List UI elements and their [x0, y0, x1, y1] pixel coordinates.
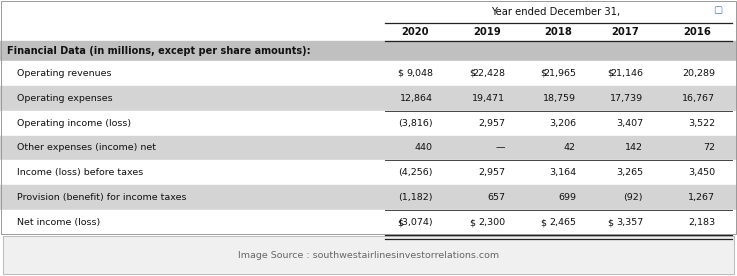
Text: Operating income (loss): Operating income (loss)	[17, 119, 131, 128]
Text: Financial Data (in millions, except per share amounts):: Financial Data (in millions, except per …	[7, 46, 310, 56]
Text: 3,164: 3,164	[549, 168, 576, 177]
Text: $: $	[397, 69, 403, 78]
Text: Operating revenues: Operating revenues	[17, 69, 111, 78]
Text: 72: 72	[703, 144, 715, 153]
Bar	[0, 111, 737, 136]
Text: 3,450: 3,450	[688, 168, 715, 177]
Text: (92): (92)	[624, 193, 643, 202]
Text: —: —	[495, 144, 505, 153]
Text: $: $	[607, 69, 613, 78]
Text: 142: 142	[625, 144, 643, 153]
Text: 20,289: 20,289	[682, 69, 715, 78]
Text: (4,256): (4,256)	[399, 168, 433, 177]
Text: Other expenses (income) net: Other expenses (income) net	[17, 144, 156, 153]
Text: 3,265: 3,265	[616, 168, 643, 177]
Text: Image Source : southwestairlinesinvestorrelations.com: Image Source : southwestairlinesinvestor…	[238, 251, 499, 259]
Text: 16,767: 16,767	[682, 94, 715, 103]
Text: 42: 42	[564, 144, 576, 153]
Text: 21,146: 21,146	[610, 69, 643, 78]
Text: Operating expenses: Operating expenses	[17, 94, 113, 103]
Bar	[0, 61, 737, 86]
Text: 2020: 2020	[401, 27, 429, 37]
Text: $: $	[540, 69, 546, 78]
Text: 2017: 2017	[611, 27, 639, 37]
Text: Net income (loss): Net income (loss)	[17, 218, 100, 227]
Text: 2,300: 2,300	[478, 218, 505, 227]
Bar	[0, 1, 737, 23]
Text: 17,739: 17,739	[610, 94, 643, 103]
Text: $: $	[607, 218, 613, 227]
Text: Income (loss) before taxes: Income (loss) before taxes	[17, 168, 143, 177]
Text: 21,965: 21,965	[543, 69, 576, 78]
Text: 22,428: 22,428	[472, 69, 505, 78]
Text: (3,816): (3,816)	[399, 119, 433, 128]
Text: 1,267: 1,267	[688, 193, 715, 202]
Bar	[0, 185, 737, 210]
Text: 2,957: 2,957	[478, 119, 505, 128]
Text: $: $	[397, 218, 403, 227]
Text: (1,182): (1,182)	[399, 193, 433, 202]
Text: 2,183: 2,183	[688, 218, 715, 227]
Bar	[1, 1, 736, 234]
Text: 3,522: 3,522	[688, 119, 715, 128]
Text: 657: 657	[487, 193, 505, 202]
Bar	[3, 236, 734, 274]
Text: Year ended December 31,: Year ended December 31,	[492, 7, 621, 17]
Text: Provision (benefit) for income taxes: Provision (benefit) for income taxes	[17, 193, 186, 202]
Text: 3,357: 3,357	[615, 218, 643, 227]
Text: 12,864: 12,864	[400, 94, 433, 103]
Bar	[0, 86, 737, 111]
Text: 2016: 2016	[683, 27, 711, 37]
Text: 3,206: 3,206	[549, 119, 576, 128]
Text: 699: 699	[558, 193, 576, 202]
Bar	[0, 41, 737, 61]
Text: 9,048: 9,048	[406, 69, 433, 78]
Text: 2019: 2019	[473, 27, 501, 37]
Bar	[3, 236, 734, 274]
Bar	[0, 210, 737, 235]
Text: 440: 440	[415, 144, 433, 153]
Text: 19,471: 19,471	[472, 94, 505, 103]
Text: ▢: ▢	[713, 5, 722, 15]
Text: $: $	[540, 218, 546, 227]
Text: 18,759: 18,759	[543, 94, 576, 103]
Bar	[0, 23, 737, 41]
Text: 2,957: 2,957	[478, 168, 505, 177]
Text: $: $	[469, 218, 475, 227]
Text: (3,074): (3,074)	[399, 218, 433, 227]
Bar	[0, 160, 737, 185]
Text: 2,465: 2,465	[549, 218, 576, 227]
Text: $: $	[469, 69, 475, 78]
Text: 3,407: 3,407	[616, 119, 643, 128]
Text: 2018: 2018	[544, 27, 572, 37]
Bar	[0, 136, 737, 160]
